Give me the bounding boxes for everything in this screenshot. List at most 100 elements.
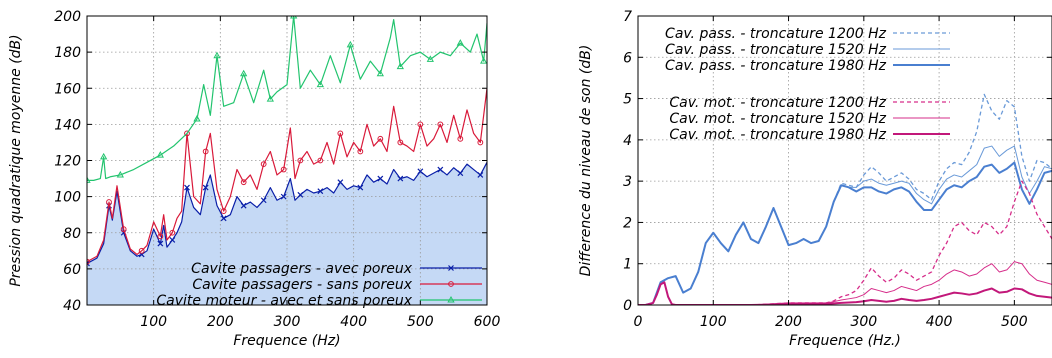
series-1-marker [437,166,444,173]
x-tick-label: 400 [340,314,367,330]
y-tick-label: 4 [623,133,632,149]
series-1-marker [280,193,287,200]
series-3-marker [116,170,124,178]
plot-area [638,16,1052,305]
legend-entry-label: Cavite passagers - avec poreux [191,261,413,277]
series-1-marker [184,184,190,191]
series-2-marker [437,121,444,128]
series-2-marker [157,233,164,240]
series-1-marker [397,175,404,182]
x-tick-label: 100 [140,314,167,330]
chart-right: 0 100 200 300 400 500 0 1 2 3 4 5 6 7 Frequence (Hz.) D… [578,9,1052,349]
legend-entry-label: Cav. mot. - troncature 1520 Hz [669,111,886,127]
x-tick-label: 0 [634,314,643,330]
legend-entry-label: Cav. pass. - troncature 1520 Hz [665,42,887,58]
series-2-marker [477,139,484,146]
y-tick-label: 160 [54,81,81,97]
legend-entry-label: Cav. mot. - troncature 1980 Hz [669,127,886,143]
plot-area [87,16,487,305]
series-line-2 [87,88,487,263]
y-tick-label: 60 [63,262,81,278]
y-tick-label: 40 [63,298,81,314]
series-3-marker [193,114,201,122]
x-tick-label: 300 [274,314,301,330]
x-tick-label: 300 [850,314,877,330]
y-tick-label: 80 [63,226,81,242]
y-tick-label: 0 [623,298,632,314]
series-3-marker [456,39,464,46]
series-3-marker [346,40,354,48]
x-tick-label: 500 [1001,314,1028,330]
x-axis-label: Frequence (Hz) [233,333,340,349]
legend-marker-3 [447,295,455,303]
legend-marker-2 [448,281,454,287]
series-2-marker [357,148,364,155]
series-line-6 [638,281,1052,305]
series-3-marker [100,152,108,160]
series-1-marker [477,172,484,178]
series-2-marker [138,247,145,254]
series-1-marker [260,197,267,204]
series-2-marker [260,161,267,168]
series-1-marker [357,184,364,191]
x-tick-label: 500 [407,314,434,330]
legend-entry-label: Cav. pass. - troncature 1980 Hz [665,58,887,74]
y-tick-label: 5 [623,92,632,108]
series-line-1 [87,162,487,264]
y-tick-label: 200 [54,9,81,25]
y-tick-label: 2 [623,215,632,231]
series-1-marker [157,240,164,247]
series-2-marker [337,130,344,137]
series-2-marker [87,258,90,265]
series-line-3 [638,161,1052,305]
plot-frame [637,15,1052,306]
y-tick-label: 120 [54,154,81,170]
series-2-marker [120,226,127,233]
series-2-marker [169,229,176,236]
y-tick-label: 3 [623,174,632,190]
series-3-marker [87,176,91,183]
series-3-marker [213,51,221,59]
y-axis-label: Pression quadratique moyenne (dB) [8,34,24,286]
legend-entry-label: Cav. pass. - troncature 1200 Hz [665,26,887,42]
series-1-marker [240,202,247,209]
legend-entry-label: Cav. mot. - troncature 1200 Hz [669,95,886,111]
y-tick-label: 100 [54,190,81,206]
legend-entry-label: Cavite passagers - sans poreux [192,277,412,293]
x-tick-label: 200 [207,314,234,330]
area-fill [87,162,487,305]
y-tick-label: 180 [54,45,81,61]
series-2-marker [184,130,190,137]
series-1-marker [337,179,344,186]
y-axis-label: Difference du niveau de son (dB) [578,45,594,277]
y-tick-label: 140 [54,117,81,133]
y-tick-label: 1 [623,257,632,273]
series-3-marker [266,95,274,102]
legend-entry-label: Cavite moteur - avec et sans poreux [156,293,412,309]
series-1-marker [417,168,424,175]
series-line-4 [638,180,1052,305]
series-3-marker [316,80,324,88]
y-tick-label: 7 [623,9,632,25]
series-line-2 [638,145,1052,305]
series-line-3 [87,16,487,181]
series-1-marker [297,191,304,198]
x-tick-label: 600 [474,314,501,330]
y-tick-label: 6 [623,50,632,66]
series-2-marker [220,208,227,214]
series-2-marker [202,148,209,155]
chart-left: 100 200 300 400 500 600 40 60 80 100 120 140 160 180 2… [8,9,500,349]
x-tick-label: 100 [700,314,727,330]
series-1-marker [220,215,227,222]
series-line-1 [638,93,1052,305]
series-3-marker [376,69,384,77]
series-1-marker [202,184,209,191]
x-tick-label: 400 [926,314,953,330]
series-1-marker [377,175,384,182]
x-axis-label: Frequence (Hz.) [789,333,901,349]
series-3-marker [396,62,404,70]
series-2-marker [377,135,384,142]
